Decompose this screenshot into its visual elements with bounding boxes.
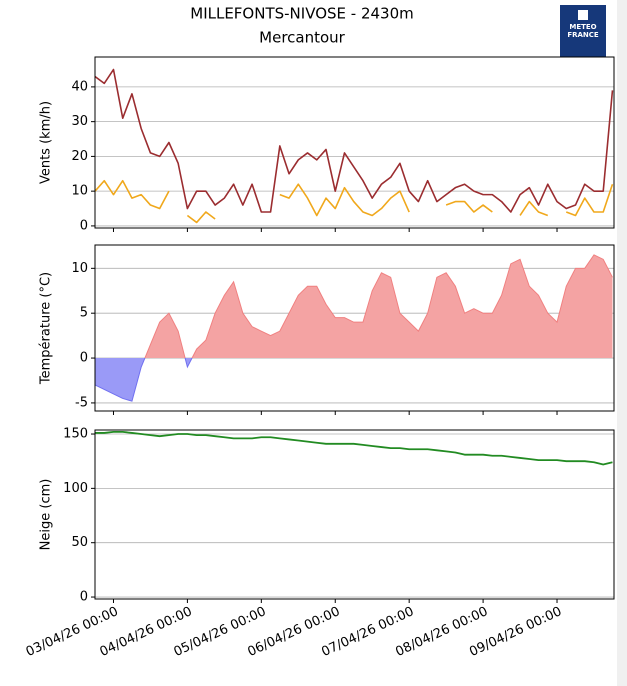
plot-frame: [94, 429, 615, 600]
y-tick-label: 0: [80, 590, 88, 605]
chart-subtitle: Mercantour: [259, 29, 346, 47]
chart-title: MILLEFONTS-NIVOSE - 2430m: [190, 5, 414, 23]
y-tick-label: 0: [80, 351, 88, 366]
logo-text: FRANCE: [567, 31, 599, 39]
area-positive: [95, 254, 613, 359]
y-axis-label: Vents (km/h): [39, 101, 54, 184]
y-tick-label: 5: [80, 306, 88, 321]
logo-text: METEO: [569, 23, 596, 31]
y-tick-label: -5: [75, 395, 88, 410]
y-tick-label: 40: [71, 79, 88, 94]
y-tick-label: 10: [71, 261, 88, 276]
logo: METEO FRANCE: [560, 5, 606, 57]
plot-frame: [94, 244, 615, 412]
area-negative: [95, 358, 193, 402]
y-tick-label: 150: [63, 427, 88, 442]
area-edge-positive: [144, 254, 613, 359]
y-tick-label: 10: [71, 184, 88, 199]
y-axis-label: Température (°C): [39, 272, 54, 385]
y-tick-label: 0: [80, 218, 88, 233]
plot-frame: [94, 56, 615, 229]
y-tick-label: 20: [71, 149, 88, 164]
scrollbar: [617, 0, 627, 686]
y-tick-label: 50: [71, 535, 88, 550]
data-line: [94, 179, 614, 224]
y-tick-label: 100: [63, 481, 88, 496]
y-tick-label: 30: [71, 114, 88, 129]
logo-icon: [578, 10, 588, 20]
y-axis-label: Neige (cm): [39, 479, 54, 551]
data-line: [95, 430, 613, 466]
data-line: [94, 68, 614, 213]
